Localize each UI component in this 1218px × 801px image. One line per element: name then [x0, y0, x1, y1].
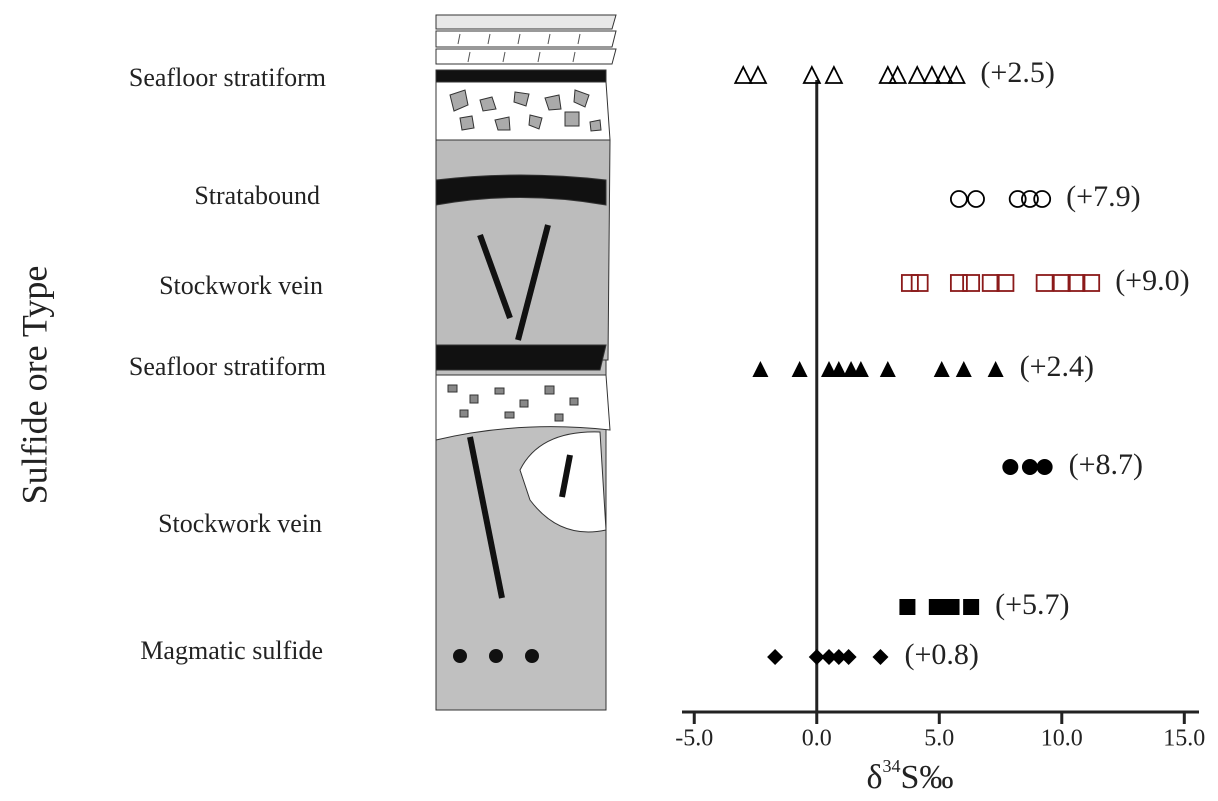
marker: [1008, 190, 1027, 208]
category-label: Stockwork vein: [159, 271, 323, 300]
marker: [928, 599, 945, 615]
x-axis-label: δ34S‰: [867, 756, 954, 796]
marker: [830, 361, 847, 377]
marker: [955, 361, 972, 377]
marker: [1067, 274, 1086, 292]
marker: [946, 64, 966, 84]
marker: [808, 649, 825, 665]
x-tick-label: 15.0: [1163, 726, 1205, 752]
mean-annotation: (+7.9): [1066, 180, 1140, 213]
marker: [767, 649, 784, 665]
marker: [900, 274, 919, 292]
marker: [1082, 274, 1101, 292]
marker: [1021, 190, 1039, 208]
marker: [824, 64, 844, 84]
marker: [1021, 459, 1038, 475]
marker: [899, 599, 916, 615]
category-label: Stockwork vein: [158, 509, 322, 538]
marker: [949, 190, 968, 208]
geologic-column: [435, 14, 617, 711]
x-axis-label-rest: S‰: [901, 759, 954, 796]
marker: [752, 361, 769, 377]
mean-annotation: (+0.8): [904, 638, 978, 671]
marker: [748, 64, 768, 84]
marker: [981, 274, 1000, 292]
marker: [962, 274, 981, 292]
marker: [888, 64, 908, 84]
marker: [907, 64, 927, 84]
marker: [987, 361, 1004, 377]
marker: [943, 599, 960, 615]
mean-annotation: (+8.7): [1069, 448, 1143, 481]
marker: [733, 64, 753, 84]
marker: [791, 361, 808, 377]
category-label: Seafloor stratiform: [129, 63, 326, 92]
marker: [933, 361, 950, 377]
marker: [1052, 274, 1071, 292]
marker: [830, 649, 847, 665]
marker: [840, 649, 857, 665]
x-tick-label: 10.0: [1041, 726, 1083, 752]
marker: [967, 190, 985, 208]
marker: [1035, 274, 1054, 292]
marker: [821, 649, 838, 665]
x-tick-label: -5.0: [675, 726, 713, 752]
category-label: Magmatic sulfide: [140, 636, 323, 665]
mean-annotation: (+2.4): [1020, 350, 1094, 383]
x-axis-label-sup: 34: [883, 756, 901, 776]
x-axis-label-base: δ: [867, 759, 883, 796]
mean-annotation: (+5.7): [995, 588, 1069, 621]
marker: [1033, 190, 1052, 208]
marker: [1036, 459, 1053, 475]
marker: [879, 361, 896, 377]
marker: [872, 649, 889, 665]
category-label: Seafloor stratiform: [129, 352, 326, 381]
mean-annotation: (+2.5): [980, 56, 1054, 89]
marker: [878, 64, 898, 84]
marker: [910, 274, 929, 292]
marker: [949, 274, 968, 292]
mean-annotation: (+9.0): [1115, 264, 1189, 297]
y-axis-label: Sulfide ore Type: [14, 266, 54, 505]
marker: [802, 64, 822, 84]
marker: [934, 64, 954, 84]
marker: [996, 274, 1015, 292]
marker: [1002, 459, 1019, 475]
category-label: Stratabound: [194, 181, 320, 210]
x-tick-label: 0.0: [802, 726, 832, 752]
marker: [852, 361, 869, 377]
marker: [922, 64, 942, 84]
marker: [963, 599, 980, 615]
x-tick-label: 5.0: [924, 726, 954, 752]
